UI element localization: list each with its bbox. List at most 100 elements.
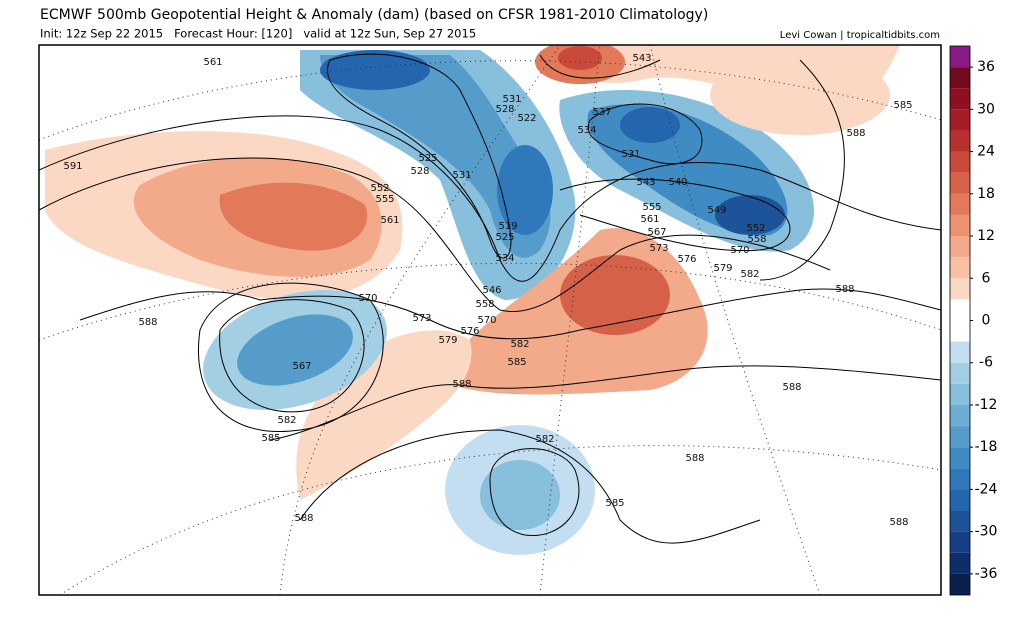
contour-label: 588 <box>685 453 704 464</box>
colorbar-cell <box>950 404 970 427</box>
colorbar-tick-label: -24 <box>975 481 998 497</box>
colorbar-cell <box>950 531 970 553</box>
subtitle: Init: 12z Sep 22 2015 Forecast Hour: [12… <box>40 27 476 41</box>
contour-label: 567 <box>647 227 666 238</box>
contour-label: 585 <box>507 357 526 368</box>
colorbar-cell <box>950 67 970 89</box>
contour-label: 549 <box>707 205 726 216</box>
colorbar-cell <box>950 299 970 321</box>
contour-label: 582 <box>277 415 296 426</box>
contour-label: 582 <box>510 339 529 350</box>
colorbar-cell <box>950 172 970 194</box>
contour-label: 582 <box>740 269 759 280</box>
colorbar-cell <box>950 510 970 532</box>
map-area <box>39 45 941 595</box>
colorbar-cell <box>950 46 970 68</box>
contour-label: 570 <box>730 245 749 256</box>
contour-label: 573 <box>412 313 431 324</box>
contour-label: 591 <box>63 161 82 172</box>
colorbar-tick-label: -18 <box>975 439 998 455</box>
colorbar-tick-label: -6 <box>979 355 993 371</box>
contour-label: 588 <box>846 128 865 139</box>
contour-label: 555 <box>375 194 394 205</box>
colorbar-cell <box>950 214 970 237</box>
colorbar-cell <box>950 447 970 469</box>
contour-label: 543 <box>636 177 655 188</box>
contour-label: 588 <box>138 317 157 328</box>
colorbar-cell <box>950 320 970 342</box>
colorbar-cell <box>950 573 970 595</box>
contour-label: 579 <box>438 335 457 346</box>
colorbar-tick-label: 18 <box>977 186 995 202</box>
contour-label: 534 <box>495 253 514 264</box>
contour-label: 561 <box>380 215 399 226</box>
colorbar-cell <box>950 88 970 110</box>
contour-label: 543 <box>632 53 651 64</box>
contour-label: 528 <box>495 104 514 115</box>
contour-label: 531 <box>452 170 471 181</box>
contour-label: 588 <box>835 284 854 295</box>
contour-label: 531 <box>621 149 640 160</box>
credit: Levi Cowan | tropicaltidbits.com <box>780 30 940 41</box>
colorbar-cell <box>950 151 970 173</box>
colorbar-cell <box>950 552 970 574</box>
contour-label: 531 <box>502 94 521 105</box>
colorbar-cell <box>950 257 970 279</box>
colorbar-cell <box>950 426 970 448</box>
contour-label: 552 <box>370 183 389 194</box>
colorbar: 36 30 24 18 12 6 0 -6 -12 -18 -24 -30 -36 <box>949 45 998 596</box>
contour-label: 528 <box>410 166 429 177</box>
colorbar-tick-label: 12 <box>977 228 995 244</box>
colorbar-tick-label: 0 <box>982 313 991 329</box>
contour-label: 573 <box>649 243 668 254</box>
colorbar-cell <box>950 362 970 384</box>
contour-label: 540 <box>668 177 687 188</box>
contour-label: 570 <box>358 293 377 304</box>
contour-label: 588 <box>452 379 471 390</box>
contour-label: 585 <box>261 433 280 444</box>
contour-label: 525 <box>418 153 437 164</box>
colorbar-tick-label: 6 <box>982 270 991 286</box>
contour-label: 567 <box>292 361 311 372</box>
colorbar-cell <box>950 341 970 363</box>
contour-label: 525 <box>495 232 514 243</box>
colorbar-tick-label: -30 <box>975 524 998 540</box>
map-border <box>38 44 942 596</box>
contour-label: 555 <box>642 202 661 213</box>
contour-label: 552 <box>746 223 765 234</box>
colorbar-cell <box>950 193 970 215</box>
contour-label: 522 <box>517 113 536 124</box>
contour-label: 585 <box>893 100 912 111</box>
contour-label: 558 <box>475 299 494 310</box>
contour-label: 576 <box>460 326 479 337</box>
colorbar-tick-label: -36 <box>975 566 998 582</box>
colorbar-tick-label: -12 <box>975 397 998 413</box>
contour-label: 558 <box>747 234 766 245</box>
title: ECMWF 500mb Geopotential Height & Anomal… <box>40 7 708 23</box>
contour-label: 534 <box>577 125 596 136</box>
colorbar-cell <box>950 489 970 511</box>
contour-label: 537 <box>592 107 611 118</box>
contour-label: 519 <box>498 221 517 232</box>
colorbar-tick-label: 36 <box>977 59 995 75</box>
contour-label: 585 <box>605 498 624 509</box>
colorbar-cell <box>950 109 970 131</box>
colorbar-cell <box>950 278 970 300</box>
contour-label: 588 <box>782 382 801 393</box>
contour-label: 579 <box>713 263 732 274</box>
contour-label: 570 <box>477 315 496 326</box>
contour-label: 588 <box>889 517 908 528</box>
contour-label: 576 <box>677 254 696 265</box>
colorbar-tick-label: 30 <box>977 101 995 117</box>
colorbar-cell <box>950 468 970 490</box>
colorbar-cell <box>950 383 970 405</box>
contour-label: 561 <box>203 57 222 68</box>
colorbar-tick-label: 24 <box>977 144 995 160</box>
contour-label: 588 <box>294 513 313 524</box>
colorbar-cell <box>950 130 970 152</box>
contour-label: 582 <box>535 434 554 445</box>
colorbar-cell <box>950 236 970 258</box>
contour-label: 546 <box>482 285 501 296</box>
